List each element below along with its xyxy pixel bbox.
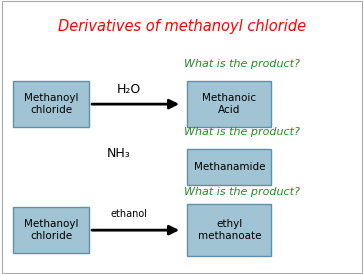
Text: What is the product?: What is the product?: [184, 187, 300, 197]
FancyBboxPatch shape: [187, 149, 271, 185]
Text: Methanoic
Acid: Methanoic Acid: [202, 93, 256, 115]
Text: Derivatives of methanoyl chloride: Derivatives of methanoyl chloride: [58, 19, 306, 33]
FancyBboxPatch shape: [13, 81, 89, 127]
Text: ethanol: ethanol: [111, 209, 148, 219]
FancyBboxPatch shape: [13, 207, 89, 253]
Text: What is the product?: What is the product?: [184, 59, 300, 69]
Text: Methanoyl
chloride: Methanoyl chloride: [24, 93, 78, 115]
Text: Methanamide: Methanamide: [194, 162, 265, 172]
FancyBboxPatch shape: [187, 81, 271, 127]
Text: NH₃: NH₃: [106, 147, 130, 160]
Text: Methanoyl
chloride: Methanoyl chloride: [24, 219, 78, 241]
FancyBboxPatch shape: [187, 204, 271, 256]
Text: H₂O: H₂O: [117, 82, 141, 96]
Text: ethyl
methanoate: ethyl methanoate: [198, 219, 261, 241]
Text: What is the product?: What is the product?: [184, 127, 300, 136]
